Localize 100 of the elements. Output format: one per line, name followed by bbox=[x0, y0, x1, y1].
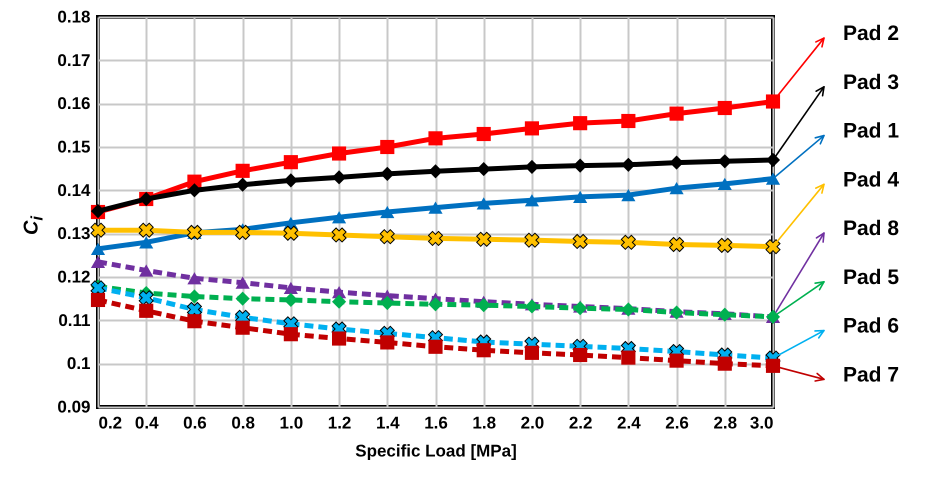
point bbox=[283, 226, 298, 241]
point bbox=[139, 264, 154, 277]
point bbox=[524, 194, 539, 206]
point bbox=[621, 350, 636, 365]
point bbox=[236, 320, 250, 335]
point bbox=[138, 290, 154, 306]
point bbox=[572, 234, 588, 249]
point bbox=[766, 358, 780, 373]
point bbox=[428, 202, 443, 214]
point bbox=[236, 292, 250, 306]
point bbox=[476, 343, 491, 358]
point bbox=[476, 197, 491, 210]
point bbox=[718, 356, 732, 371]
point bbox=[90, 292, 106, 308]
y-tick-label: 0.15 bbox=[57, 138, 90, 156]
x-tick-label: 0.8 bbox=[231, 414, 255, 432]
point bbox=[524, 121, 539, 136]
point bbox=[236, 164, 250, 178]
x-tick-label: 1.0 bbox=[280, 414, 304, 432]
point bbox=[90, 242, 106, 255]
legend-label: Pad 3 bbox=[843, 70, 900, 94]
x-tick-label: 0.6 bbox=[183, 414, 207, 432]
point bbox=[717, 238, 732, 253]
point bbox=[332, 146, 346, 161]
point bbox=[380, 296, 394, 310]
x-tick-label: 1.6 bbox=[424, 414, 448, 432]
legend-label: Pad 7 bbox=[843, 363, 900, 386]
point bbox=[766, 172, 780, 185]
point bbox=[236, 276, 250, 289]
point bbox=[332, 227, 347, 242]
point bbox=[284, 282, 298, 294]
point bbox=[380, 229, 395, 244]
x-tick-label: 2.2 bbox=[568, 414, 592, 432]
point bbox=[718, 178, 732, 190]
point bbox=[428, 230, 443, 246]
point bbox=[428, 340, 443, 354]
point bbox=[670, 182, 684, 194]
point bbox=[332, 331, 346, 346]
y-tick-label: 0.16 bbox=[57, 94, 90, 114]
point bbox=[90, 222, 106, 238]
point bbox=[621, 188, 636, 202]
point bbox=[476, 232, 492, 247]
point bbox=[620, 234, 636, 250]
y-tick-label: 0.1 bbox=[66, 354, 90, 374]
point bbox=[380, 166, 394, 181]
y-tick-label: 0.18 bbox=[57, 8, 90, 26]
point bbox=[187, 314, 202, 328]
point bbox=[284, 173, 298, 188]
legend-label: Pad 6 bbox=[843, 314, 900, 338]
point bbox=[187, 272, 202, 284]
y-tick-label: 0.09 bbox=[57, 398, 90, 416]
point bbox=[476, 162, 491, 176]
legend-label: Pad 1 bbox=[843, 120, 900, 143]
point bbox=[332, 294, 346, 309]
point bbox=[139, 304, 154, 318]
point bbox=[524, 346, 539, 360]
x-tick-label: 2.4 bbox=[617, 414, 642, 432]
x-tick-label: 2.0 bbox=[520, 414, 544, 432]
point bbox=[138, 222, 154, 238]
point bbox=[187, 289, 202, 304]
point bbox=[380, 335, 394, 350]
x-tick-label: 3.0 bbox=[750, 414, 774, 432]
y-tick-label: 0.11 bbox=[58, 310, 90, 330]
point bbox=[380, 206, 394, 218]
y-tick-label: 0.13 bbox=[57, 224, 90, 244]
legend-label: Pad 5 bbox=[843, 266, 900, 289]
point bbox=[284, 155, 298, 170]
y-tick-label: 0.17 bbox=[57, 50, 90, 70]
legend-label: Pad 8 bbox=[843, 217, 900, 240]
point bbox=[718, 100, 732, 116]
legend-label: Pad 2 bbox=[843, 22, 900, 46]
point bbox=[573, 190, 588, 203]
x-tick-label: 0.4 bbox=[134, 414, 160, 432]
legend-label: Pad 4 bbox=[843, 168, 900, 192]
point bbox=[766, 94, 780, 109]
x-tick-label: 0.2 bbox=[98, 414, 122, 432]
point bbox=[428, 131, 443, 146]
point bbox=[284, 327, 298, 342]
x-tick-label: 1.8 bbox=[472, 414, 496, 432]
x-tick-label: 1.4 bbox=[376, 414, 400, 432]
y-tick-label: 0.12 bbox=[57, 268, 90, 286]
point bbox=[380, 140, 394, 154]
point bbox=[235, 224, 250, 240]
point bbox=[766, 239, 780, 254]
point bbox=[621, 114, 636, 128]
x-tick-label: 2.8 bbox=[713, 414, 738, 432]
point bbox=[284, 292, 298, 308]
point bbox=[670, 106, 684, 121]
point bbox=[90, 256, 106, 268]
x-tick-label: 2.6 bbox=[665, 414, 689, 432]
point bbox=[139, 236, 154, 248]
y-tick-label: 0.14 bbox=[57, 180, 92, 200]
x-axis-title: Specific Load [MPa] bbox=[355, 442, 517, 460]
point bbox=[573, 301, 588, 316]
point bbox=[524, 232, 540, 248]
point bbox=[332, 211, 346, 224]
point bbox=[428, 297, 443, 312]
point bbox=[670, 354, 684, 368]
x-tick-label: 1.2 bbox=[328, 414, 352, 432]
point bbox=[573, 348, 588, 362]
